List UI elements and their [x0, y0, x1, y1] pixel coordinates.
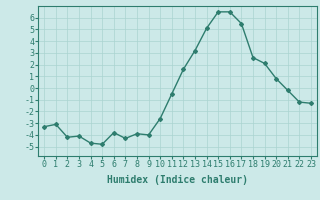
- X-axis label: Humidex (Indice chaleur): Humidex (Indice chaleur): [107, 175, 248, 185]
